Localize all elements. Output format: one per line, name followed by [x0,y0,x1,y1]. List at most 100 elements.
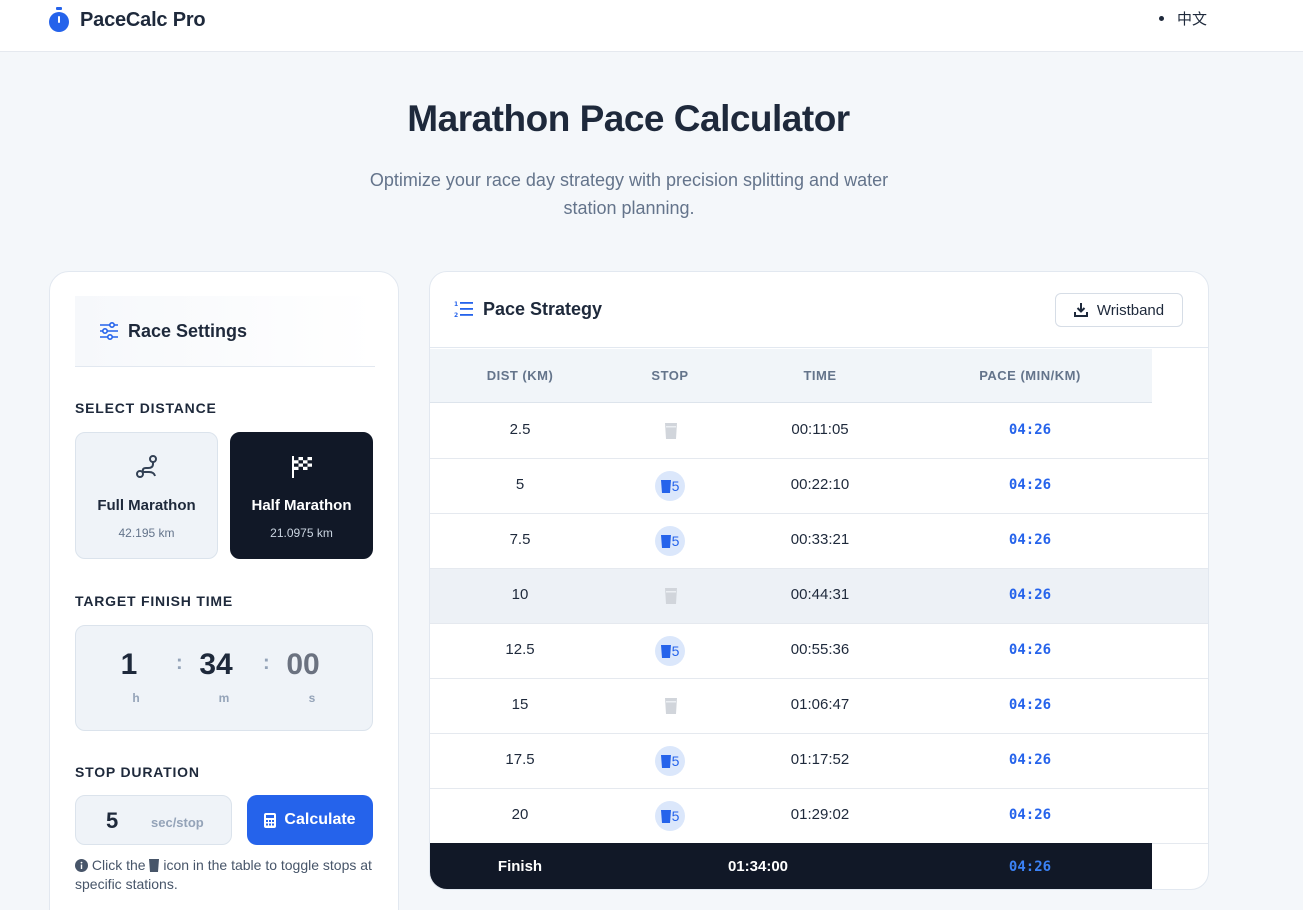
calculator-icon [264,812,277,828]
finish-label: Finish [497,858,543,875]
column-header-stop: STOP [651,368,689,383]
stop-seconds: 5 [671,533,680,549]
pace-strategy-title: Pace Strategy [483,299,603,319]
split-time: 00:22:10 [790,476,850,493]
calculate-label: Calculate [284,811,356,828]
race-settings-title: Race Settings [128,320,248,341]
target-finish-time-label: TARGET FINISH TIME [75,593,234,609]
finish-row: Finish 01:34:00 04:26 [430,843,1152,889]
split-pace: 04:26 [1008,422,1052,438]
pace-strategy-header: 1 2 Pace Strategy Wristband [430,272,1208,348]
stop-duration-input[interactable]: 5 sec/stop [75,795,232,845]
seconds-input[interactable]: 00 [286,648,320,681]
language-label[interactable]: 中文 [1177,11,1208,28]
split-pace: 04:26 [1008,532,1052,548]
cup-icon [660,534,671,548]
cup-icon[interactable] [665,698,677,714]
wristband-button[interactable]: Wristband [1055,293,1183,327]
table-row: 12.5 5 00:55:36 04:26 [430,624,1208,679]
split-distance: 17.5 [505,751,535,768]
split-time: 00:55:36 [790,641,850,658]
info-circle-icon [75,859,88,872]
top-navbar: PaceCalc Pro 中文 [0,0,1303,52]
cup-icon [660,809,671,823]
distance-km: 42.195 km [118,526,175,540]
split-distance: 5 [515,476,525,493]
minutes-input[interactable]: 34 [199,648,233,681]
cup-icon [660,644,671,658]
checkered-flag-icon [292,456,312,478]
select-distance-label: SELECT DISTANCE [75,400,217,416]
table-row: 10 00:44:31 04:26 [430,569,1208,624]
seconds-unit: s [308,691,316,705]
table-row: 17.5 5 01:17:52 04:26 [430,734,1208,789]
table-row: 20 5 01:29:02 04:26 [430,789,1208,844]
hours-unit: h [132,691,140,705]
cup-icon[interactable] [665,423,677,439]
split-time: 01:17:52 [790,751,850,768]
hours-input[interactable]: 1 [120,648,138,681]
finish-time: 01:34:00 [727,858,789,875]
column-header-time: TIME [803,368,837,383]
stop-toggle-on[interactable]: 5 [655,636,685,666]
column-header-dist: DIST (KM) [486,368,554,383]
svg-text:1: 1 [454,301,458,308]
cup-icon[interactable] [665,588,677,604]
stop-seconds: 5 [671,478,680,494]
stop-seconds: 5 [671,808,680,824]
race-settings-header: Race Settings [75,296,375,367]
finish-pace: 04:26 [1008,859,1052,875]
stop-duration-unit: sec/stop [151,815,204,830]
time-separator: : [176,652,183,674]
split-distance: 2.5 [509,421,531,438]
calculate-button[interactable]: Calculate [247,795,373,845]
hint-text-after: icon in the table to toggle stops at spe… [75,857,372,892]
page-title: Marathon Pace Calculator [407,98,850,139]
svg-text:2: 2 [454,312,458,318]
table-header: DIST (KM) STOP TIME PACE (MIN/KM) [430,349,1152,403]
split-time: 01:29:02 [790,806,850,823]
table-row: 7.5 5 00:33:21 04:26 [430,514,1208,569]
distance-name: Full Marathon [97,497,196,514]
stop-toggle-on[interactable]: 5 [655,526,685,556]
distance-km: 21.0975 km [270,526,333,540]
cup-icon [660,479,671,493]
split-pace: 04:26 [1008,752,1052,768]
brand-name: PaceCalc Pro [80,8,206,31]
split-distance: 7.5 [509,531,531,548]
time-separator: : [263,652,270,674]
table-row: 15 01:06:47 04:26 [430,679,1208,734]
split-pace: 04:26 [1008,587,1052,603]
split-distance: 12.5 [505,641,535,658]
split-time: 00:11:05 [791,421,849,438]
split-time: 00:44:31 [790,586,850,603]
split-pace: 04:26 [1008,807,1052,823]
split-pace: 04:26 [1008,697,1052,713]
column-header-pace: PACE (MIN/KM) [979,368,1081,383]
stop-toggle-hint: Click the icon in the table to toggle st… [75,856,375,894]
wristband-label: Wristband [1096,301,1165,319]
stop-toggle-on[interactable]: 5 [655,746,685,776]
cup-icon [149,859,160,872]
download-icon [1073,303,1088,317]
stop-duration-label: STOP DURATION [75,764,200,780]
stopwatch-icon [49,7,69,32]
stop-toggle-on[interactable]: 5 [655,801,685,831]
pace-strategy-panel: 1 2 Pace Strategy Wristband DIST (KM) ST… [429,271,1209,890]
list-bullet [1159,16,1164,21]
stop-toggle-on[interactable]: 5 [655,471,685,501]
race-settings-panel: Race Settings SELECT DISTANCE Full Marat… [49,271,399,910]
stop-seconds: 5 [671,753,680,769]
split-time: 00:33:21 [790,531,850,548]
route-icon [136,455,157,478]
split-pace: 04:26 [1008,642,1052,658]
table-row: 2.5 00:11:05 04:26 [430,404,1208,459]
half-marathon-option[interactable]: Half Marathon 21.0975 km [230,432,373,559]
split-pace: 04:26 [1008,477,1052,493]
brand[interactable]: PaceCalc Pro [48,6,206,34]
stop-seconds: 5 [671,643,680,659]
language-switch[interactable]: 中文 [1159,8,1207,29]
split-distance: 15 [511,696,529,713]
target-time-input: 1 h : 34 m : 00 s [75,625,373,731]
full-marathon-option[interactable]: Full Marathon 42.195 km [75,432,218,559]
